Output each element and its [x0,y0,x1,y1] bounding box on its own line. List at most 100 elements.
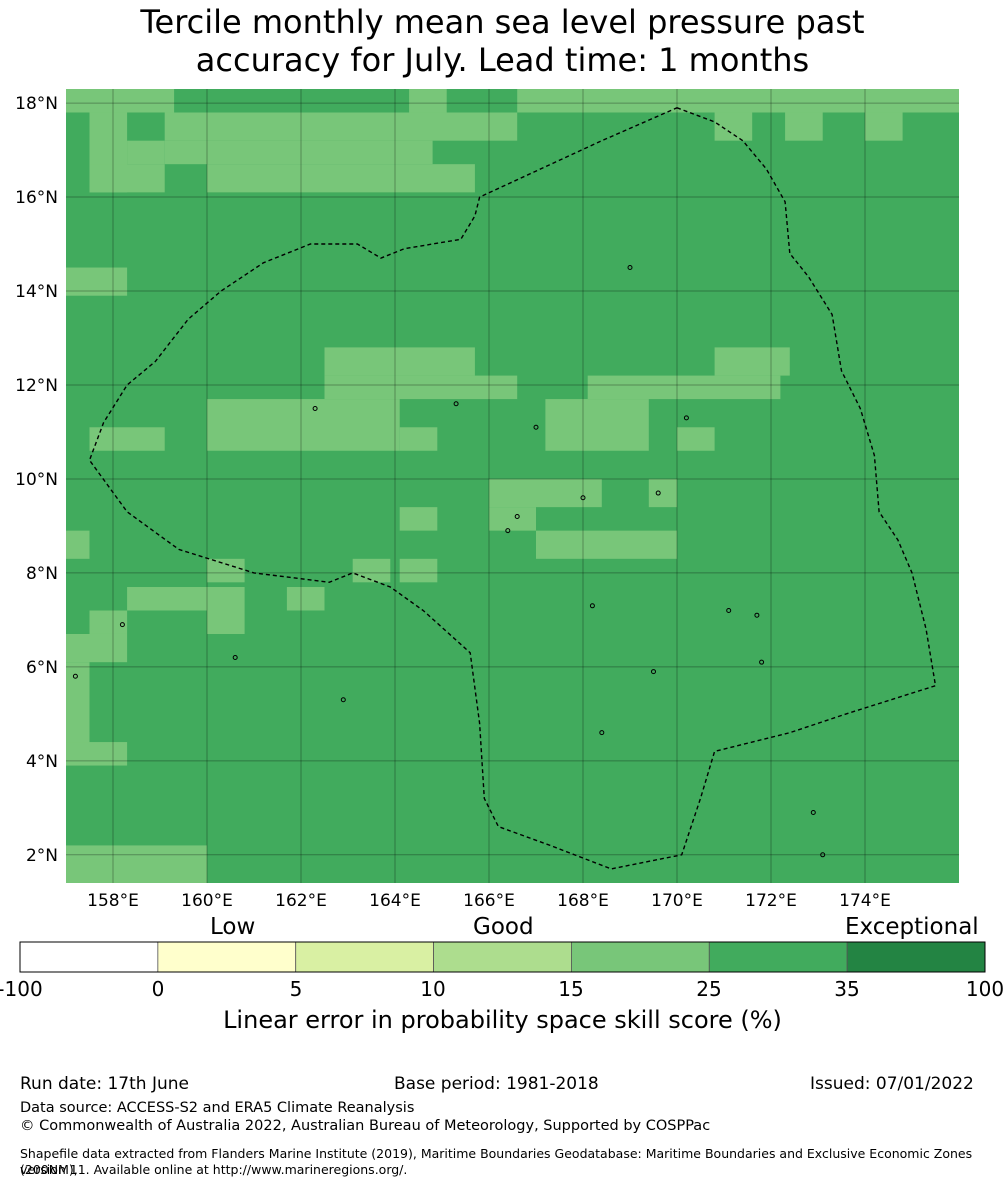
colorbar-segment [19,941,159,973]
longitude-label: 166°E [463,891,515,911]
latitude-label: 18°N [15,94,58,114]
island-outline [533,424,539,430]
island-outline [312,405,318,411]
skill-cell [489,507,536,531]
colorbar-tick: 0 [151,977,165,1001]
skill-cell [66,662,90,766]
colorbar-tick: 5 [289,977,303,1001]
island-outline [119,622,125,628]
skill-cell [89,427,165,451]
skill-cell [207,164,475,193]
skill-cell [164,140,433,165]
longitude-label: 170°E [651,891,703,911]
run-date: Run date: 17th June [20,1074,189,1094]
latitude-label: 14°N [15,282,58,302]
skill-cell [399,427,438,451]
island-outline [514,514,520,520]
skill-cell [127,587,207,611]
island-outline [651,669,656,675]
colorbar-frame [19,941,986,973]
longitude-label: 164°E [369,891,421,911]
skill-cell [409,89,447,113]
island-outline [683,415,689,421]
latitude-label: 6°N [26,658,58,678]
island-outline [810,810,816,816]
skill-cell [865,112,903,141]
colorbar-tick: 10 [420,977,446,1001]
map-figure: 158°E 160°E 162°E 164°E 166°E 168°E 170°E 172°E… [15,89,986,973]
chart-title-line-2: accuracy for July. Lead time: 1 months [195,41,810,79]
skill-cell [517,89,959,113]
data-source: Data source: ACCESS-S2 and ERA5 Climate … [20,1100,415,1116]
colorbar-segment [157,941,297,973]
chart-title-line-1: Tercile monthly mean sea level pressure … [140,3,865,41]
skill-cell [714,347,790,376]
colorbar-word-low: Low [210,914,256,940]
issued-date: Issued: 07/01/2022 [810,1074,974,1094]
longitude-label: 158°E [87,891,139,911]
skill-cell [66,859,207,883]
skill-cell [677,427,715,451]
skill-cell [714,112,753,141]
longitude-label: 174°E [839,891,891,911]
copyright: © Commonwealth of Australia 2022, Austra… [20,1118,711,1134]
skill-cell [66,89,175,113]
colorbar-segment [571,941,710,973]
colorbar [19,941,986,973]
skill-cell [545,399,649,451]
latitude-label: 4°N [26,752,58,772]
colorbar-segment [708,941,848,973]
colorbar-label: Linear error in probability space skill … [223,1006,782,1034]
skill-cell [164,112,518,141]
skill-cell [66,742,128,766]
skill-cell [66,267,128,296]
shapefile-credit-line-1: Shapefile data extracted from Flanders M… [20,1146,973,1177]
colorbar-tick: -100 [0,977,43,1001]
island-outline [505,528,511,534]
skill-cell [399,558,438,583]
colorbar-word-exceptional: Exceptional [845,914,979,940]
longitude-label: 168°E [557,891,609,911]
eez-boundary [88,107,937,870]
skill-cell [399,507,438,531]
skill-cell [352,558,391,583]
skill-cell [89,164,165,193]
island-outline [453,401,459,407]
skill-cell [587,375,781,400]
longitude-label: 160°E [181,891,233,911]
skill-cell [286,587,325,611]
island-outline [627,265,633,271]
island-outline [72,673,78,679]
island-outline [589,603,595,609]
skill-cell [648,478,677,508]
colorbar-tick: 100 [965,977,1005,1001]
skill-cell [785,112,823,141]
island-outline [232,654,238,660]
skill-cell [127,140,165,165]
skill-cell [324,347,475,376]
island-outline [340,697,346,703]
skill-cell [536,530,677,559]
island-outline [820,852,826,858]
colorbar-segment [295,941,434,973]
skill-cell [207,399,400,451]
colorbar-word-good: Good [473,914,534,940]
colorbar-tick: 15 [558,977,584,1001]
longitude-label: 162°E [275,891,327,911]
skill-cell [89,610,128,634]
colorbar-tick: 35 [834,977,860,1001]
skill-cell [66,530,90,559]
latitude-label: 12°N [15,376,58,396]
island-outline [655,490,661,496]
map-plot-area [66,89,959,883]
skill-cell [66,873,90,883]
latitude-label: 16°N [15,188,58,208]
skill-cell [207,587,245,634]
island-outline [754,612,760,618]
skill-cell [489,478,602,508]
skill-cell [66,633,128,663]
latitude-label: 8°N [26,564,58,584]
shapefile-credit-line-2: version 11. Available online at http://w… [20,1162,408,1177]
skill-cell [66,845,207,860]
island-outline [726,608,732,614]
